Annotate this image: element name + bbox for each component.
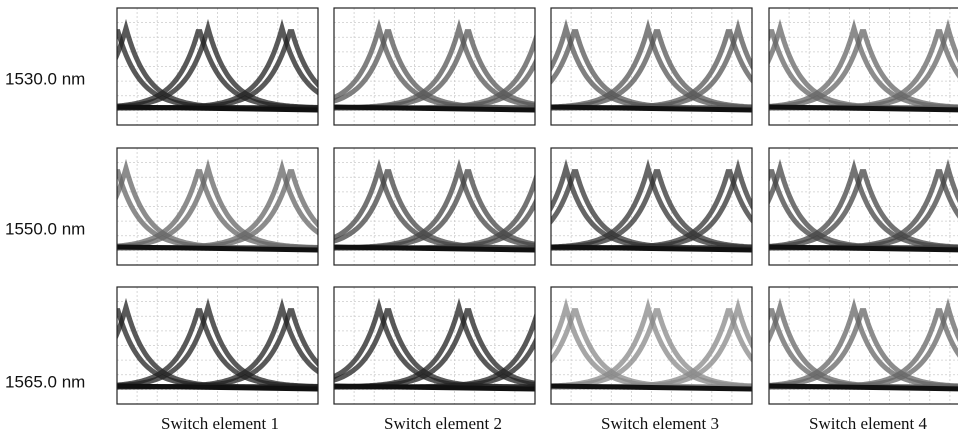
baseline-trace	[769, 247, 958, 250]
baseline-trace	[551, 247, 752, 250]
panel	[329, 287, 539, 404]
panel	[329, 8, 539, 125]
panel	[764, 287, 958, 404]
panel	[764, 8, 958, 125]
baseline-trace	[334, 247, 535, 250]
panel	[546, 8, 756, 125]
page: 1530.0 nm 1550.0 nm 1565.0 nm Switch ele…	[0, 0, 958, 436]
column-label: Switch element 2	[384, 414, 502, 433]
baseline-trace	[551, 107, 752, 110]
panel	[329, 148, 539, 265]
row-label: 1530.0 nm	[5, 69, 85, 88]
column-label: Switch element 3	[601, 414, 719, 433]
row-label: 1565.0 nm	[5, 372, 85, 391]
baseline-trace	[334, 107, 535, 110]
column-label: Switch element 1	[161, 414, 279, 433]
baseline-trace	[769, 386, 958, 389]
baseline-trace	[117, 107, 318, 110]
baseline-trace	[551, 386, 752, 389]
panel	[764, 148, 958, 265]
panels	[112, 8, 958, 404]
figure: 1530.0 nm 1550.0 nm 1565.0 nm Switch ele…	[0, 0, 958, 436]
panel	[546, 148, 756, 265]
panel	[112, 8, 322, 125]
baseline-trace	[117, 247, 318, 250]
baseline-trace	[334, 386, 535, 389]
row-label: 1550.0 nm	[5, 219, 85, 238]
baseline-trace	[117, 386, 318, 389]
column-label: Switch element 4	[809, 414, 928, 433]
panel	[546, 287, 756, 404]
panel	[112, 287, 322, 404]
baseline-trace	[769, 107, 958, 110]
panel	[112, 148, 322, 265]
